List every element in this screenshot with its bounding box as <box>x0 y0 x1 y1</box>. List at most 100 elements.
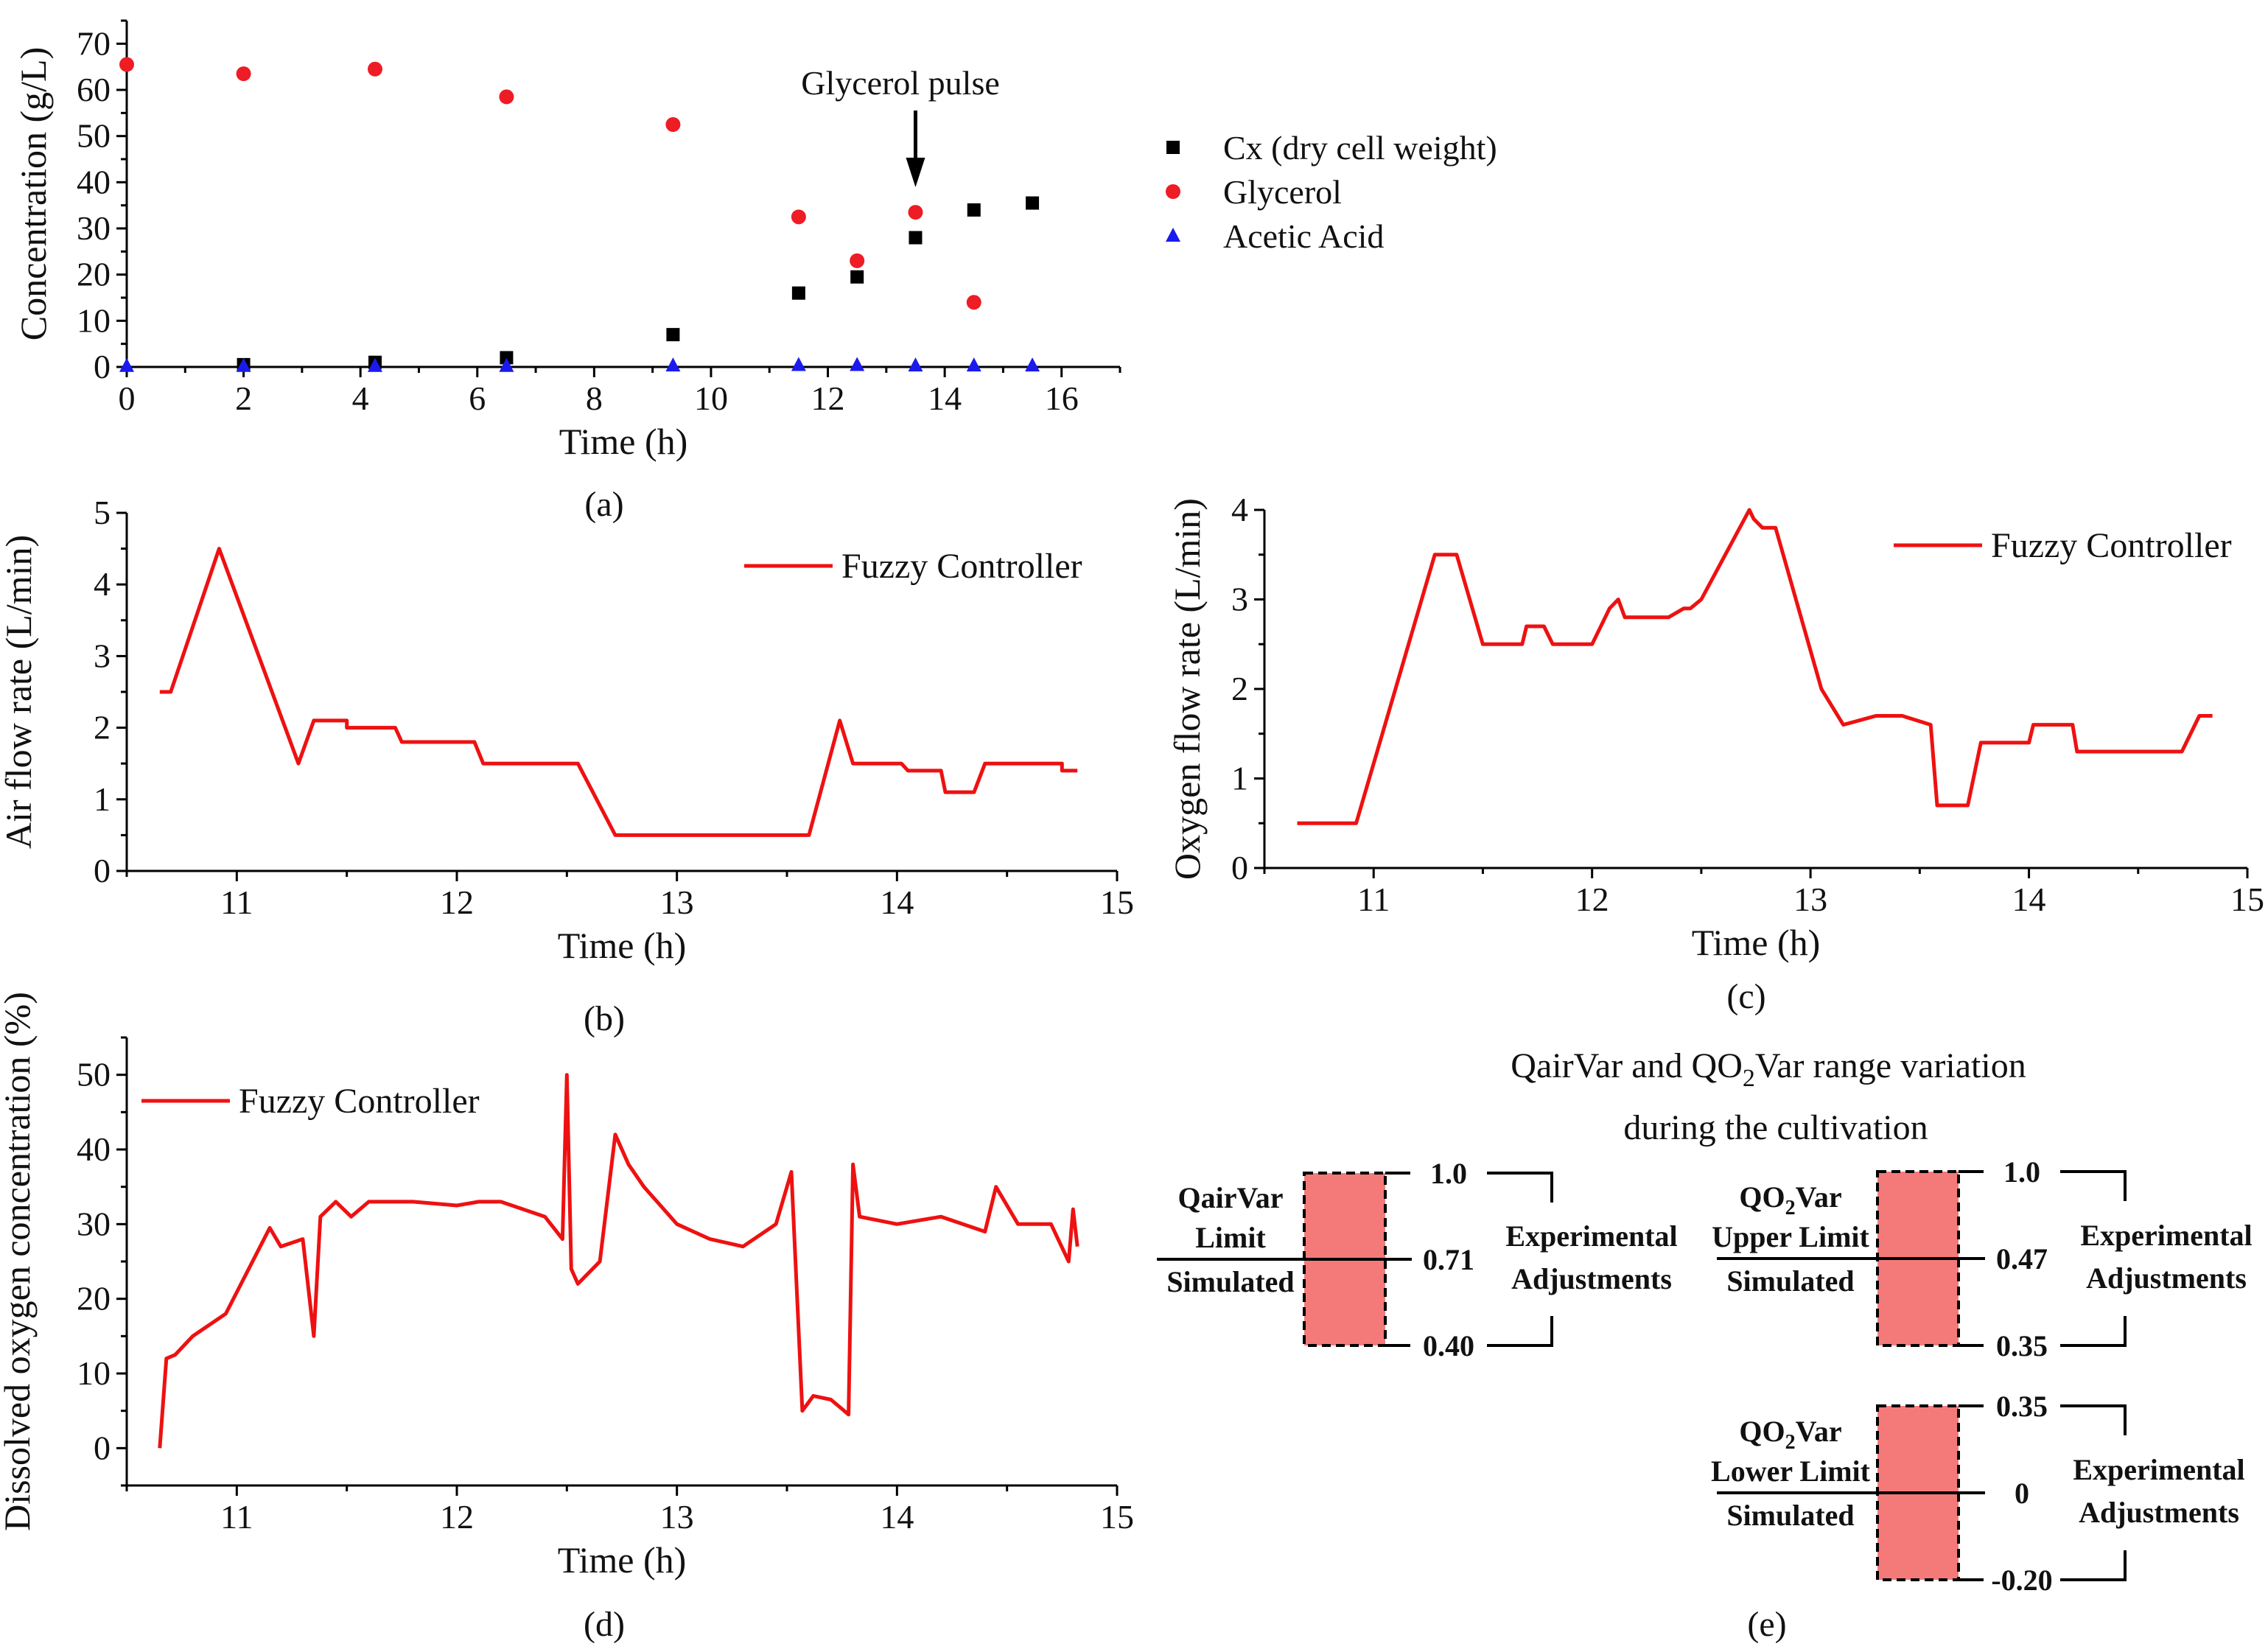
panel-d-dissolved-oxygen-chart: 11 12 13 14 15 0 10 20 30 40 50 Time (h) Dissolved o… <box>0 992 1134 1644</box>
annotation-text: Glycerol pulse <box>801 64 1000 102</box>
bracket-top <box>2060 1170 2127 1201</box>
bracket-top <box>2060 1404 2127 1435</box>
x-tick-label: 11 <box>220 883 253 921</box>
legend-label: Fuzzy Controller <box>841 547 1082 586</box>
range-value: 0.35 <box>1996 1390 2048 1423</box>
y-tick-label: 10 <box>77 1354 111 1392</box>
data-point-square <box>500 351 514 365</box>
bracket-bottom <box>2060 1316 2127 1347</box>
label-part: QO <box>1739 1180 1785 1214</box>
x-tick-label: 16 <box>1045 379 1079 417</box>
legend-label: Fuzzy Controller <box>1991 526 2232 565</box>
x-tick-label: 14 <box>880 1498 914 1536</box>
x-axis-label: Time (h) <box>559 421 688 462</box>
x-tick-label: 11 <box>220 1498 253 1536</box>
y-tick-label: 0 <box>94 1429 111 1466</box>
y-tick-label: 2 <box>94 709 111 746</box>
panel-e-title-line2: during the cultivation <box>1623 1108 1928 1147</box>
range-value: 0 <box>2015 1477 2029 1510</box>
bracket-bottom <box>1487 1316 1553 1347</box>
x-axis-label: Time (h) <box>558 1539 687 1581</box>
data-point-square <box>967 203 981 217</box>
experimental-label-line: Adjustments <box>1511 1262 1672 1295</box>
legend-label: Glycerol <box>1223 173 1342 211</box>
y-tick-label: 50 <box>77 1056 111 1093</box>
data-point-triangle <box>850 357 865 371</box>
title-suffix: Var range variation <box>1755 1046 2026 1085</box>
panel-e-title-line1: QairVar and QO2Var range variation <box>1511 1046 2026 1092</box>
data-point-triangle <box>499 357 514 372</box>
panel-label: (c) <box>1726 977 1765 1016</box>
data-point-triangle <box>665 357 681 372</box>
x-tick-label: 14 <box>2012 881 2046 918</box>
x-tick-label: 11 <box>1357 881 1390 918</box>
y-axis-label: Oxygen flow rate (L/min) <box>1166 498 1208 880</box>
x-tick-label: 15 <box>2230 881 2264 918</box>
panel-label: (e) <box>1747 1605 1786 1644</box>
x-tick-label: 12 <box>811 379 845 417</box>
data-point-circle <box>665 117 681 132</box>
panel-label: (b) <box>584 999 625 1038</box>
data-point-triangle <box>368 357 382 372</box>
y-tick-label: 10 <box>77 301 111 339</box>
block-label-line: Lower Limit <box>1711 1455 1871 1488</box>
y-tick-label: 50 <box>77 117 111 155</box>
x-tick-label: 12 <box>440 1498 474 1536</box>
data-point-circle <box>791 209 806 225</box>
x-tick-label: 14 <box>928 379 962 417</box>
x-axis-label: Time (h) <box>558 925 687 966</box>
x-tick-label: 0 <box>119 379 136 417</box>
block-label-line: QO2Var <box>1739 1415 1841 1454</box>
data-point-triangle <box>908 357 923 372</box>
y-axis-label: Concentration (g/L) <box>13 47 54 341</box>
bracket-top <box>1487 1172 1553 1203</box>
data-point-square <box>850 270 864 284</box>
bracket-bottom <box>2060 1550 2127 1581</box>
panel-label: (a) <box>584 485 623 524</box>
y-tick-label: 30 <box>77 1205 111 1242</box>
panel-e-range-diagram: QairVar and QO2Var range variation during… <box>1157 1046 2253 1644</box>
y-tick-label: 20 <box>77 256 111 293</box>
x-tick-label: 6 <box>469 379 486 417</box>
data-point-triangle <box>1025 357 1040 372</box>
x-tick-label: 2 <box>235 379 252 417</box>
y-axis-label: Dissolved oxygen concentration (%) <box>0 992 38 1531</box>
data-point-circle <box>850 253 865 268</box>
y-tick-label: 4 <box>94 565 111 603</box>
range-value: 1.0 <box>2003 1155 2040 1189</box>
x-tick-label: 15 <box>1100 1498 1134 1536</box>
series-line-fuzzy-controller <box>159 547 1078 837</box>
data-point-circle <box>966 295 981 310</box>
data-point-triangle <box>966 357 981 372</box>
y-tick-label: 0 <box>94 852 111 889</box>
x-tick-label: 15 <box>1100 883 1134 921</box>
block-label-line: QairVar <box>1178 1181 1284 1214</box>
y-tick-label: 2 <box>1231 670 1248 707</box>
data-point-triangle <box>791 357 806 371</box>
label-part: Var <box>1796 1415 1842 1448</box>
range-value: 0.47 <box>1996 1242 2048 1275</box>
y-tick-label: 30 <box>77 209 111 247</box>
y-tick-label: 3 <box>1231 581 1248 618</box>
data-point-square <box>666 328 680 342</box>
data-point-circle <box>368 61 382 77</box>
y-tick-label: 3 <box>94 637 111 674</box>
y-tick-label: 1 <box>94 780 111 818</box>
block-label-line: Simulated <box>1726 1499 1854 1532</box>
block-label-line: QO2Var <box>1739 1180 1841 1219</box>
experimental-label-line: Adjustments <box>2086 1261 2247 1295</box>
data-point-square <box>791 286 805 300</box>
y-tick-label: 60 <box>77 71 111 108</box>
block-label-line: Upper Limit <box>1712 1220 1869 1253</box>
legend-label: Cx (dry cell weight) <box>1223 129 1497 167</box>
legend-label: Acetic Acid <box>1223 217 1384 255</box>
data-point-circle <box>119 57 134 72</box>
x-tick-label: 13 <box>660 883 694 921</box>
x-tick-label: 4 <box>352 379 369 417</box>
annotation-arrow-head <box>906 158 925 187</box>
x-tick-label: 12 <box>1575 881 1609 918</box>
data-point-triangle <box>119 357 134 372</box>
title-subscript: 2 <box>1743 1065 1755 1092</box>
